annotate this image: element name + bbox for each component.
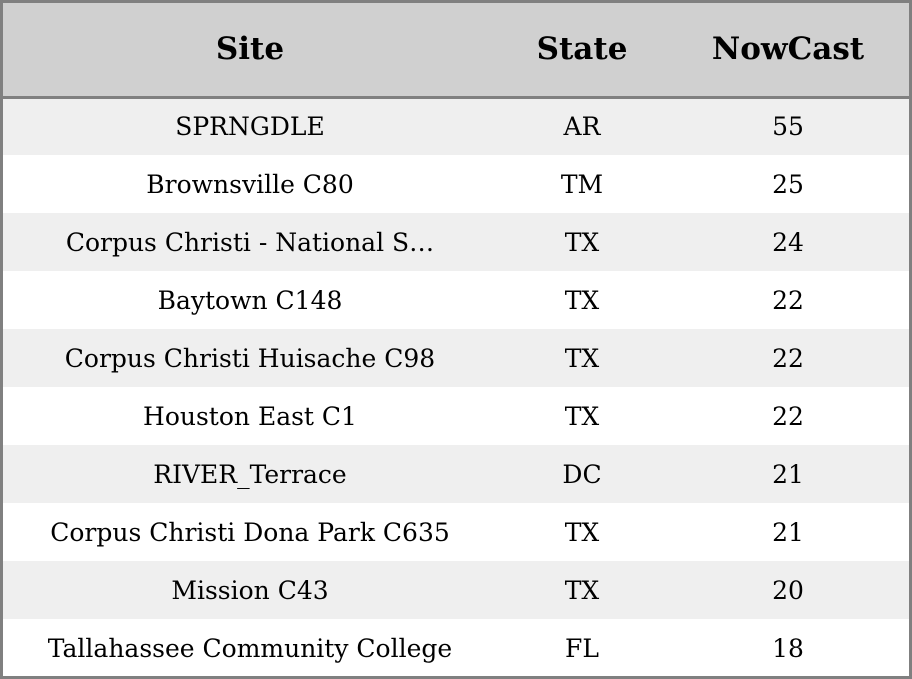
column-header-state[interactable]: State: [497, 3, 667, 99]
nowcast-cell: 55: [772, 112, 804, 142]
table-row: Tallahassee Community College FL 18: [3, 619, 909, 676]
header-row: Site State NowCast: [3, 3, 909, 99]
state-cell: TX: [564, 285, 600, 315]
table-row: Mission C43 TX 20: [3, 561, 909, 619]
state-cell: TX: [564, 343, 600, 373]
site-cell: Corpus Christi Huisache C98: [64, 343, 436, 373]
nowcast-cell: 22: [772, 401, 804, 431]
nowcast-cell: 20: [772, 575, 804, 605]
site-cell: Brownsville C80: [146, 169, 354, 199]
site-cell: RIVER_Terrace: [153, 459, 347, 489]
nowcast-cell: 21: [772, 459, 804, 489]
nowcast-cell: 22: [772, 285, 804, 315]
site-cell: Mission C43: [171, 575, 329, 605]
state-cell: TX: [564, 401, 600, 431]
table-row: Corpus Christi - National S… TX 24: [3, 213, 909, 271]
table-row: Corpus Christi Huisache C98 TX 22: [3, 329, 909, 387]
table-row: Houston East C1 TX 22: [3, 387, 909, 445]
site-cell: Baytown C148: [157, 285, 343, 315]
nowcast-cell: 21: [772, 517, 804, 547]
site-cell: Tallahassee Community College: [47, 633, 453, 663]
nowcast-cell: 18: [772, 633, 804, 663]
nowcast-cell: 22: [772, 343, 804, 373]
site-cell: Corpus Christi - National S…: [65, 227, 435, 257]
table-row: Corpus Christi Dona Park C635 TX 21: [3, 503, 909, 561]
nowcast-cell: 25: [772, 169, 804, 199]
state-cell: TX: [564, 575, 600, 605]
site-cell: Houston East C1: [143, 401, 357, 431]
site-cell: Corpus Christi Dona Park C635: [50, 517, 450, 547]
table-row: RIVER_Terrace DC 21: [3, 445, 909, 503]
state-cell: FL: [565, 633, 599, 663]
state-cell: AR: [563, 112, 601, 142]
state-cell: TX: [564, 227, 600, 257]
state-cell: TX: [564, 517, 600, 547]
table-body: SPRNGDLE AR 55 Brownsville C80 TM 25 Cor…: [3, 97, 909, 676]
column-header-site[interactable]: Site: [3, 3, 497, 99]
site-cell: SPRNGDLE: [175, 112, 325, 142]
table-row: Baytown C148 TX 22: [3, 271, 909, 329]
nowcast-table: Site State NowCast SPRNGDLE AR 55 Browns…: [3, 3, 909, 676]
column-header-nowcast[interactable]: NowCast: [667, 3, 909, 99]
state-cell: TM: [560, 169, 604, 199]
table-header: Site State NowCast: [3, 3, 909, 99]
table-row: Brownsville C80 TM 25: [3, 155, 909, 213]
table-row: SPRNGDLE AR 55: [3, 97, 909, 155]
state-cell: DC: [562, 459, 602, 489]
nowcast-cell: 24: [772, 227, 804, 257]
